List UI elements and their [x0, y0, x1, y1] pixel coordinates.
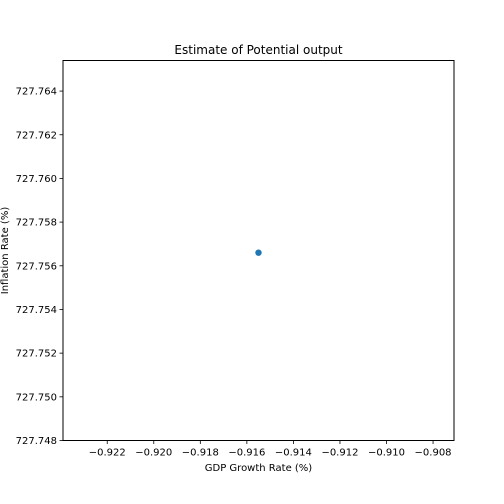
y-tick-label: 727.750 — [16, 392, 57, 403]
x-tick-label: −0.918 — [182, 448, 219, 459]
y-axis-label: Inflation Rate (%) — [0, 207, 11, 295]
y-tick-label: 727.754 — [16, 305, 57, 316]
x-tick-label: −0.910 — [368, 448, 405, 459]
y-tick-label: 727.764 — [16, 87, 57, 98]
chart-title: Estimate of Potential output — [174, 43, 342, 57]
y-tick-label: 727.762 — [16, 130, 57, 141]
x-tick-label: −0.916 — [228, 448, 265, 459]
x-axis-ticks: −0.922 −0.920 −0.918 −0.916 −0.914 −0.912 −0.9… — [89, 440, 452, 459]
x-tick-label: −0.922 — [89, 448, 126, 459]
y-tick-label: 727.752 — [16, 349, 57, 360]
y-tick-label: 727.748 — [16, 436, 57, 447]
y-tick-label: 727.760 — [16, 174, 57, 185]
y-tick-label: 727.758 — [16, 218, 57, 229]
plot-area: −0.922 −0.920 −0.918 −0.916 −0.914 −0.912 −0.9… — [16, 60, 455, 459]
x-tick-label: −0.920 — [135, 448, 172, 459]
x-tick-label: −0.912 — [321, 448, 358, 459]
y-axis-ticks: 727.748 727.750 727.752 727.754 727.756 727.7… — [16, 87, 63, 447]
x-tick-label: −0.914 — [275, 448, 312, 459]
y-tick-label: 727.756 — [16, 261, 57, 272]
data-points — [255, 249, 262, 256]
x-axis-label: GDP Growth Rate (%) — [205, 463, 313, 474]
x-tick-label: −0.908 — [415, 448, 452, 459]
scatter-point — [255, 249, 262, 256]
plot-frame — [62, 60, 455, 441]
